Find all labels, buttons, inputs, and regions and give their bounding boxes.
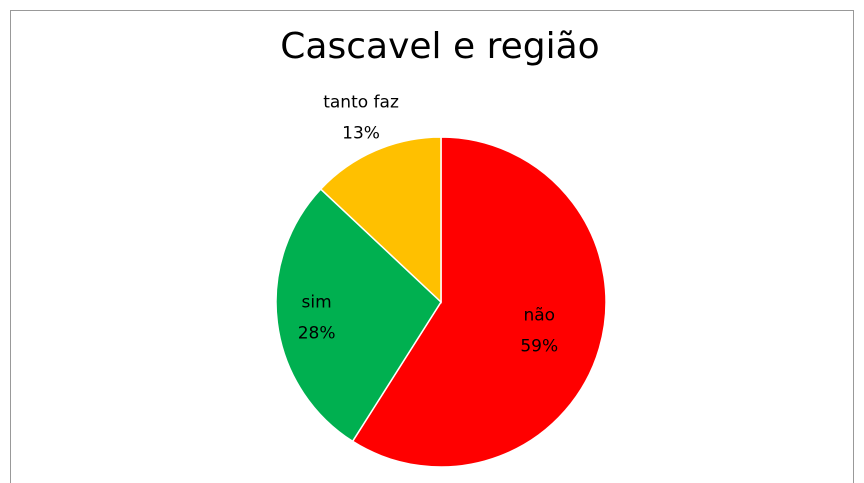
slice-value-label: 59% (520, 337, 558, 357)
slice-label: tanto faz (323, 92, 399, 112)
slice-value-label: 28% (298, 324, 336, 344)
slice-value-label: 13% (342, 123, 380, 143)
pie-slice (351, 136, 607, 468)
slice-label: não (523, 306, 555, 326)
slice-label: sim (302, 293, 332, 313)
chart-title: Cascavel e região (280, 26, 599, 67)
pie-slice (275, 187, 442, 443)
pie-slice (319, 136, 442, 304)
